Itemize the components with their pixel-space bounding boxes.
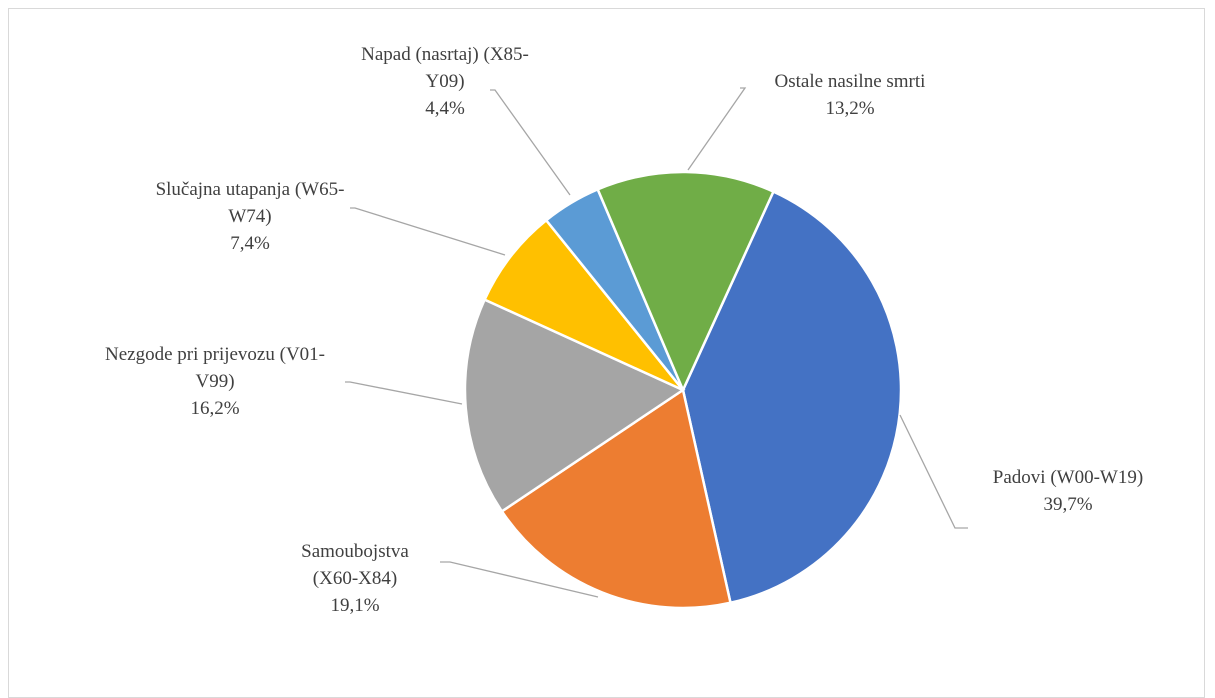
- value-label: 13,2%: [825, 98, 875, 119]
- leader-line: [345, 381, 463, 405]
- value-label: 39,7%: [1043, 494, 1093, 515]
- pie-slice: [681, 189, 903, 605]
- category-label: Slučajna utapanja (W65-W74): [155, 179, 345, 227]
- category-label: Samoubojstva (X60-X84): [301, 541, 409, 589]
- pie-slice: [500, 387, 732, 610]
- category-label: Ostale nasilne smrti: [774, 71, 926, 92]
- data-label: Napad (nasrtaj) (X85-Y09) 4,4%: [360, 41, 530, 122]
- data-label: Padovi (W00-W19) 39,7%: [948, 464, 1188, 518]
- leader-line: [490, 89, 571, 196]
- category-label: Padovi (W00-W19): [992, 467, 1144, 488]
- pie-slice: [596, 170, 776, 394]
- data-label: Ostale nasilne smrti 13,2%: [730, 68, 970, 122]
- leader-line: [899, 414, 968, 529]
- data-label: Nezgode pri prijevozu (V01-V99) 16,2%: [90, 341, 340, 422]
- data-label: Slučajna utapanja (W65-W74) 7,4%: [140, 176, 360, 257]
- leader-line: [687, 87, 747, 171]
- category-label: Napad (nasrtaj) (X85-Y09): [361, 44, 529, 92]
- leader-line: [440, 561, 599, 598]
- pie-slice: [463, 297, 686, 514]
- leader-line: [350, 207, 506, 256]
- value-label: 4,4%: [425, 98, 465, 119]
- value-label: 19,1%: [330, 595, 380, 616]
- pie-slice: [482, 218, 684, 392]
- data-label: Samoubojstva (X60-X84) 19,1%: [280, 538, 430, 619]
- value-label: 16,2%: [190, 398, 240, 419]
- category-label: Nezgode pri prijevozu (V01-V99): [104, 344, 325, 392]
- value-label: 7,4%: [230, 233, 270, 254]
